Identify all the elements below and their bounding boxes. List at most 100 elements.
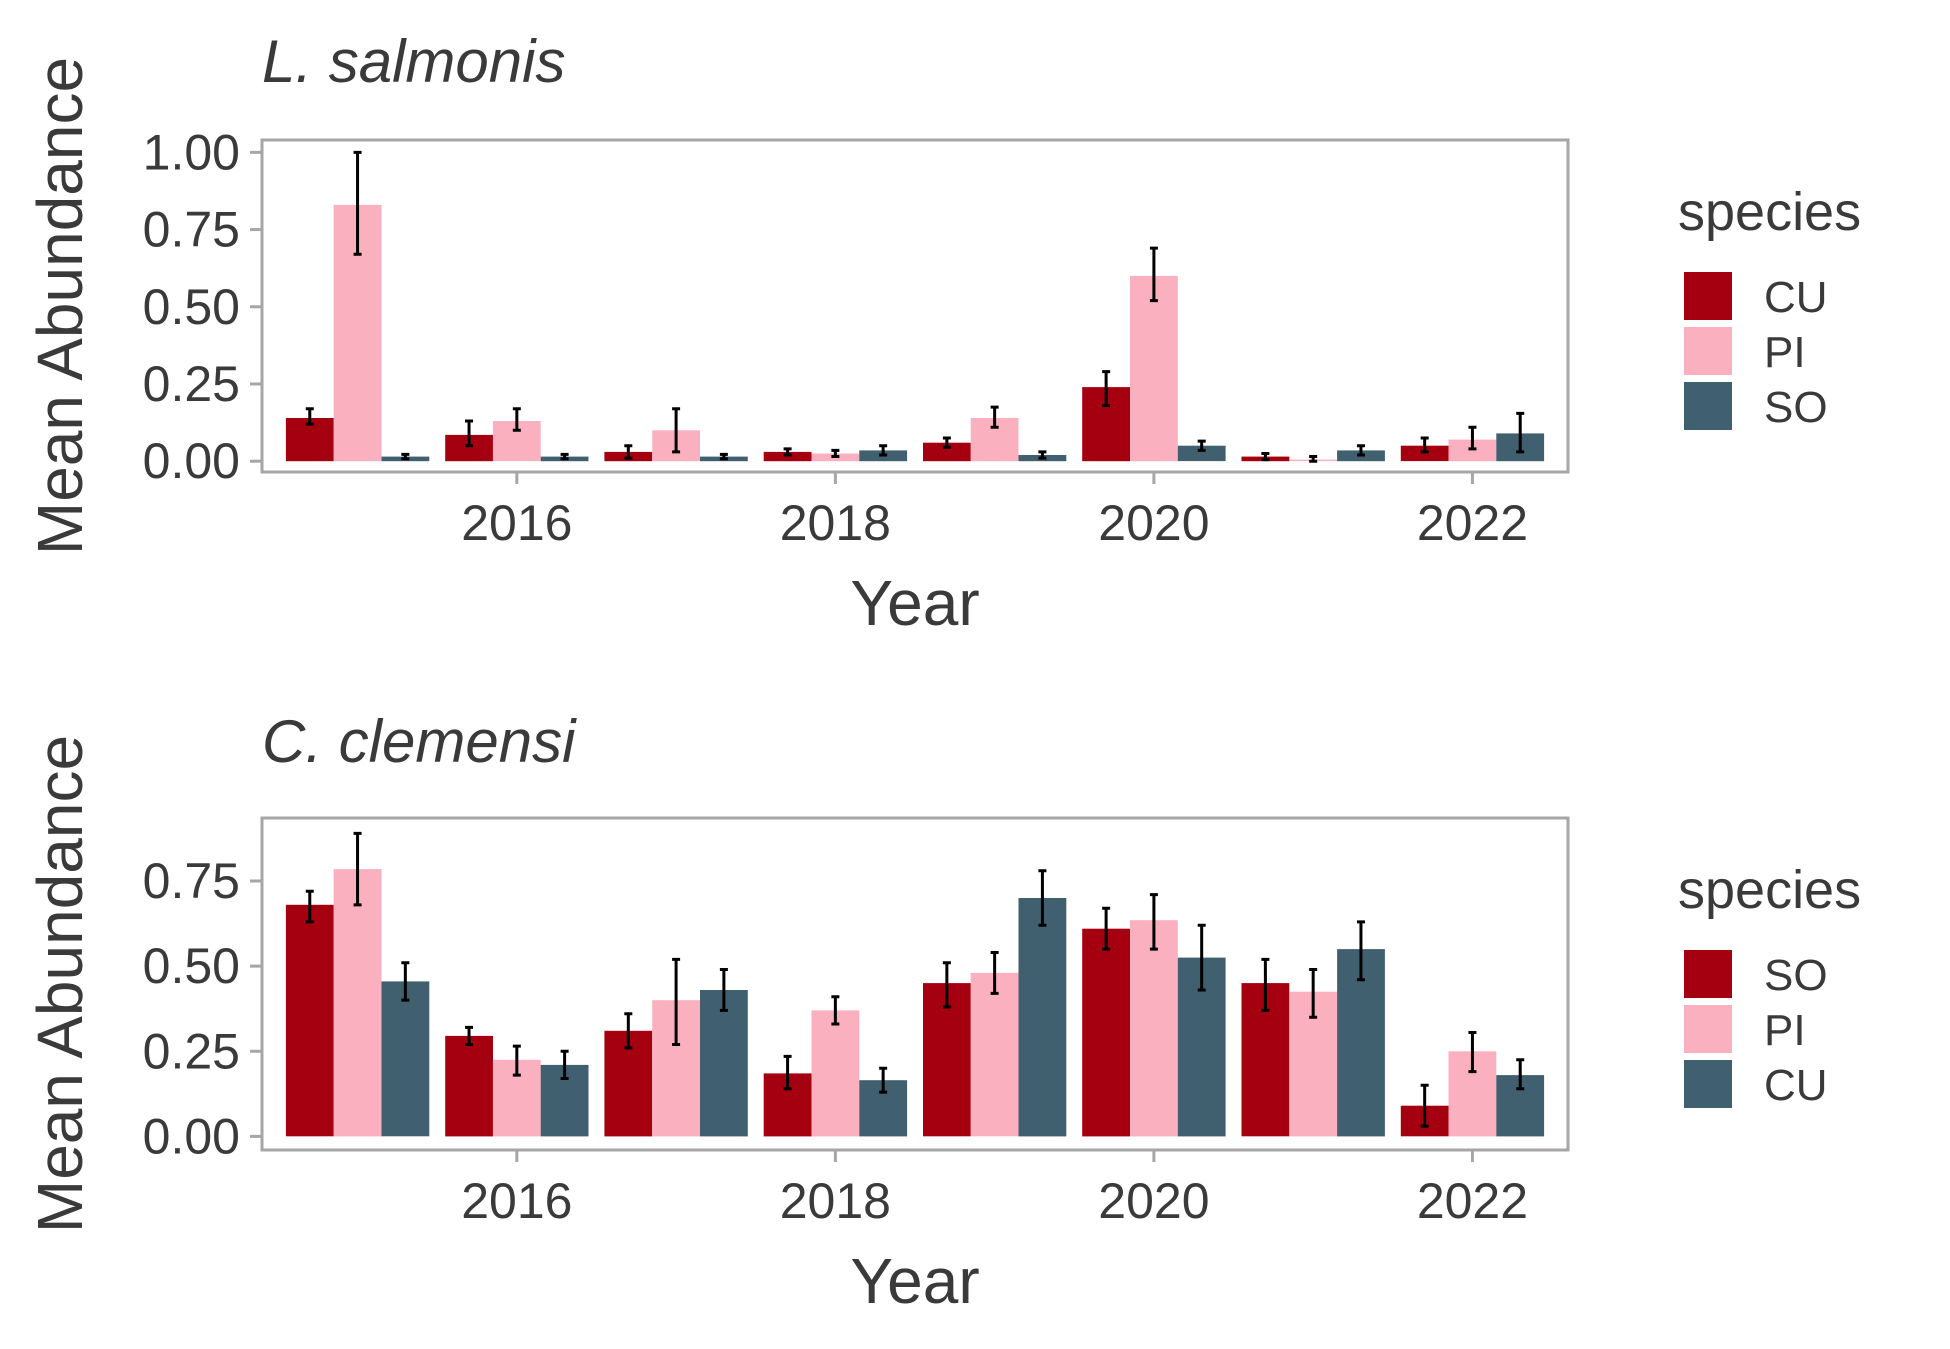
legend-key-pi <box>1684 327 1732 375</box>
y-tick-label: 0.75 <box>143 853 240 909</box>
error-bar-so-2020 <box>1102 906 1111 951</box>
error-bar-so-2015 <box>305 889 314 924</box>
error-bar-cu-2017 <box>624 444 633 460</box>
legend-label-pi: PI <box>1764 1006 1806 1055</box>
error-bar-cu-2016 <box>560 1049 569 1080</box>
error-bar-pi-2021 <box>1309 455 1318 463</box>
legend: species CU PI SO <box>1678 182 1861 432</box>
y-tick-label: 1.00 <box>143 124 240 180</box>
error-bar-pi-2016 <box>512 1044 521 1077</box>
panel-title: C. clemensi <box>262 708 577 775</box>
x-tick-label: 2018 <box>780 495 891 551</box>
x-tick-label: 2020 <box>1098 1173 1209 1229</box>
legend-label-cu: CU <box>1764 1061 1828 1110</box>
bar-so-2019 <box>923 983 971 1137</box>
x-axis: 2016 2018 2020 2022 <box>461 1150 1528 1229</box>
error-bar-pi-2015 <box>353 831 362 907</box>
bar-cu-2019 <box>923 442 971 462</box>
x-tick-label: 2022 <box>1417 495 1528 551</box>
x-tick-label: 2016 <box>461 1173 572 1229</box>
y-tick-label: 0.50 <box>143 279 240 335</box>
plot-panel <box>260 138 1570 474</box>
error-bar-pi-2019 <box>990 405 999 429</box>
error-bar-pi-2022 <box>1468 425 1477 451</box>
error-bar-cu-2016 <box>465 419 474 448</box>
x-axis-title: Year <box>850 1245 979 1317</box>
error-bar-so-2015 <box>401 452 410 461</box>
legend-label-so: SO <box>1764 951 1828 1000</box>
bar-pi-2018 <box>811 1010 860 1137</box>
error-bar-pi-2018 <box>831 995 840 1026</box>
bar-cu-2018 <box>763 451 812 462</box>
error-bar-pi-2016 <box>512 407 521 432</box>
error-bar-so-2017 <box>624 1012 633 1050</box>
legend-key-cu <box>1684 1060 1732 1108</box>
error-bar-pi-2020 <box>1149 246 1158 303</box>
bar-pi-2020 <box>1130 275 1178 462</box>
panel-c-clemensi: C. clemensi 0.00 0.25 0.50 0.75 2016 2018 202… <box>24 708 1861 1317</box>
legend-key-pi <box>1684 1005 1732 1053</box>
error-bar-cu-2021 <box>1261 451 1270 462</box>
error-bar-cu-2021 <box>1356 920 1365 982</box>
error-bar-so-2018 <box>879 444 888 457</box>
legend-label-cu: CU <box>1764 273 1828 322</box>
error-bar-cu-2018 <box>783 447 792 457</box>
bar-so-2020 <box>1177 445 1226 462</box>
x-tick-label: 2018 <box>780 1173 891 1229</box>
y-axis-title: Mean Abundance <box>24 735 96 1233</box>
bar-pi-2022 <box>1448 439 1497 462</box>
error-bar-so-2019 <box>942 961 951 1009</box>
x-tick-label: 2022 <box>1417 1173 1528 1229</box>
y-tick-label: 0.25 <box>143 1023 240 1079</box>
bar-pi-2020 <box>1130 920 1178 1137</box>
legend: species SO PI CU <box>1678 860 1861 1110</box>
bar-so-2016 <box>445 1035 493 1137</box>
error-bar-cu-2022 <box>1420 436 1429 454</box>
error-bar-so-2021 <box>1261 957 1270 1012</box>
bar-cu-2017 <box>700 990 748 1137</box>
error-bar-pi-2019 <box>990 951 999 995</box>
error-bar-cu-2019 <box>942 436 951 449</box>
error-bar-so-2017 <box>719 452 728 461</box>
error-bar-cu-2020 <box>1102 370 1111 408</box>
error-bar-pi-2021 <box>1309 968 1318 1019</box>
error-bar-cu-2015 <box>401 961 410 1002</box>
error-bar-so-2018 <box>783 1054 792 1091</box>
error-bar-cu-2018 <box>879 1066 888 1094</box>
y-tick-label: 0.00 <box>143 433 240 489</box>
error-bar-pi-2018 <box>831 448 840 459</box>
error-bar-cu-2022 <box>1516 1058 1525 1091</box>
y-tick-label: 0.25 <box>143 356 240 412</box>
error-bar-pi-2017 <box>672 407 681 454</box>
x-axis-title: Year <box>850 567 979 639</box>
bars-group <box>285 150 1545 463</box>
error-bar-pi-2017 <box>672 957 681 1046</box>
error-bar-so-2021 <box>1356 444 1365 457</box>
x-tick-label: 2020 <box>1098 495 1209 551</box>
x-axis: 2016 2018 2020 2022 <box>461 472 1528 551</box>
bar-cu-2019 <box>1018 898 1067 1137</box>
legend-title: species <box>1678 860 1861 920</box>
error-bar-cu-2017 <box>719 968 728 1012</box>
y-axis: 0.00 0.25 0.50 0.75 1.00 <box>143 124 262 489</box>
bar-pi-2015 <box>333 869 382 1137</box>
error-bar-so-2022 <box>1516 411 1525 454</box>
error-bar-cu-2019 <box>1038 869 1047 927</box>
error-bar-so-2019 <box>1038 450 1047 460</box>
legend-key-so <box>1684 950 1732 998</box>
y-tick-label: 0.50 <box>143 938 240 994</box>
bar-so-2015 <box>285 904 334 1137</box>
legend-label-so: SO <box>1764 383 1828 432</box>
error-bar-so-2020 <box>1197 439 1206 452</box>
error-bar-so-2022 <box>1420 1083 1429 1128</box>
bar-cu-2015 <box>381 981 430 1137</box>
y-axis-title: Mean Abundance <box>24 57 96 555</box>
bar-pi-2019 <box>970 972 1019 1137</box>
error-bar-cu-2020 <box>1197 923 1206 992</box>
error-bar-pi-2020 <box>1149 893 1158 951</box>
y-tick-label: 0.75 <box>143 202 240 258</box>
x-tick-label: 2016 <box>461 495 572 551</box>
y-tick-label: 0.00 <box>143 1108 240 1164</box>
error-bar-so-2016 <box>560 452 569 461</box>
